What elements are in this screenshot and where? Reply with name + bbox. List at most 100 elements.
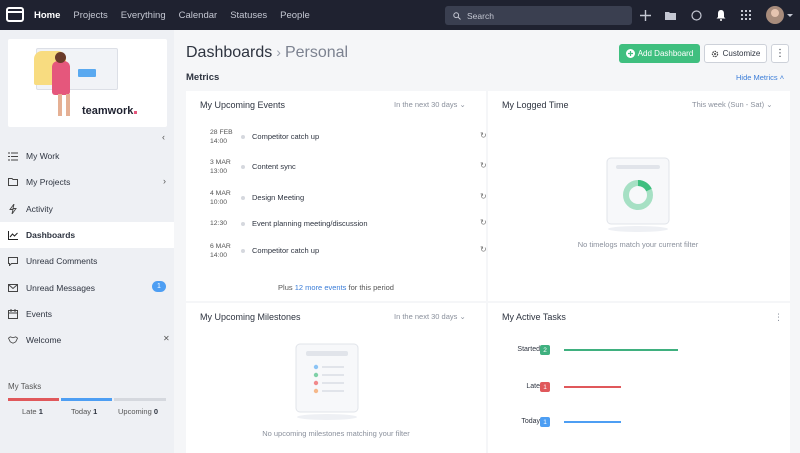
nav-people[interactable]: People xyxy=(280,9,310,21)
list-item[interactable]: 4 MAR 10:00 Design Meeting ↻ xyxy=(210,190,487,206)
nav-calendar[interactable]: Calendar xyxy=(178,9,218,21)
upcoming-progress-bar xyxy=(114,398,166,401)
sidebar-item-label: Events xyxy=(26,308,52,319)
list-item[interactable]: 6 MAR 14:00 Competitor catch up ↻ xyxy=(210,243,487,259)
metrics-title: Metrics xyxy=(186,72,220,83)
bolt-icon xyxy=(8,203,18,214)
started-count-badge: 2 xyxy=(540,345,550,355)
calendar-icon xyxy=(8,308,18,319)
chevron-down-icon[interactable] xyxy=(787,14,793,17)
late-progress-bar xyxy=(8,398,59,401)
brand-logo: teamwork xyxy=(82,105,137,117)
kebab-icon: ⋮ xyxy=(775,48,785,59)
panel-title: My Upcoming Events xyxy=(200,100,286,110)
started-bar xyxy=(564,349,678,351)
sidebar: teamwork ‹ My Work My Projects › Activit… xyxy=(0,30,174,453)
repeat-icon: ↻ xyxy=(480,192,487,201)
panel-menu-icon[interactable]: ⋮ xyxy=(774,312,783,322)
folder-icon[interactable] xyxy=(663,8,677,22)
upcoming-milestones-panel: My Upcoming Milestones In the next 30 da… xyxy=(186,303,486,453)
late-count-badge: 1 xyxy=(540,382,550,392)
upcoming-events-panel: My Upcoming Events In the next 30 days ⌄… xyxy=(186,91,487,301)
empty-milestones-illustration xyxy=(295,343,359,420)
nav-projects[interactable]: Projects xyxy=(73,9,108,21)
nav-everything[interactable]: Everything xyxy=(120,9,166,21)
chevron-down-icon: ⌄ xyxy=(459,312,466,321)
repeat-icon: ↻ xyxy=(480,131,487,140)
nav-home[interactable]: Home xyxy=(34,9,61,21)
late-count[interactable]: Late 1 xyxy=(22,407,43,416)
envelope-icon xyxy=(8,283,18,293)
add-dashboard-button[interactable]: Add Dashboard xyxy=(619,44,700,63)
sidebar-item-label: Activity xyxy=(26,203,53,214)
logged-time-filter-dropdown[interactable]: This week (Sun - Sat) ⌄ xyxy=(692,100,773,109)
search-input[interactable] xyxy=(467,10,617,21)
chevron-right-icon[interactable]: › xyxy=(163,176,166,187)
sidebar-item-events[interactable]: Events xyxy=(0,301,174,327)
main-nav: Home Projects Everything Calendar Status… xyxy=(34,0,310,30)
sidebar-item-dashboards[interactable]: Dashboards xyxy=(0,221,174,249)
more-events-text: Plus 12 more events for this period xyxy=(278,283,394,292)
breadcrumb-current: Personal xyxy=(284,44,349,61)
close-icon[interactable]: ✕ xyxy=(163,334,170,344)
panel-title: My Logged Time xyxy=(502,100,569,110)
today-bar xyxy=(564,421,621,423)
user-avatar[interactable] xyxy=(766,6,784,24)
sidebar-item-label: Dashboards xyxy=(26,230,76,241)
chevron-down-icon: ⌄ xyxy=(459,100,466,109)
chevron-down-icon: ⌄ xyxy=(766,100,773,109)
apps-grid-icon[interactable] xyxy=(739,8,753,22)
comment-icon xyxy=(8,256,18,266)
today-count-badge: 1 xyxy=(540,417,550,427)
folder-icon xyxy=(8,177,18,187)
chat-icon[interactable] xyxy=(689,8,703,22)
my-work-icon xyxy=(8,151,18,161)
app-logo-icon[interactable] xyxy=(6,7,24,22)
more-options-button[interactable]: ⋮ xyxy=(771,44,789,63)
sidebar-menu: My Work My Projects › Activity Dashboard… xyxy=(0,143,174,353)
search-box[interactable] xyxy=(445,6,632,25)
list-item[interactable]: 28 FEB 14:00 Competitor catch up ↻ xyxy=(210,129,487,145)
sidebar-item-my-work[interactable]: My Work xyxy=(0,143,174,169)
hide-metrics-link[interactable]: Hide Metrics ˄ xyxy=(736,73,785,82)
breadcrumb-root[interactable]: Dashboards xyxy=(186,44,273,61)
sidebar-item-my-projects[interactable]: My Projects › xyxy=(0,169,174,195)
active-tasks-panel: My Active Tasks ⋮ Started 2 Late 1 Today… xyxy=(488,303,790,453)
my-tasks-title: My Tasks xyxy=(8,382,42,391)
sidebar-item-welcome[interactable]: Welcome ✕ xyxy=(0,327,174,353)
task-row-late[interactable]: Late 1 xyxy=(502,381,782,395)
empty-timelog-illustration xyxy=(606,157,670,232)
task-row-started[interactable]: Started 2 xyxy=(502,344,782,358)
task-row-today[interactable]: Today 1 xyxy=(502,416,782,430)
sidebar-item-label: Unread Comments xyxy=(26,256,98,267)
sidebar-item-unread-comments[interactable]: Unread Comments xyxy=(0,248,174,274)
repeat-icon: ↻ xyxy=(480,161,487,170)
teamwork-promo-illustration: teamwork xyxy=(8,39,167,127)
nav-statuses[interactable]: Statuses xyxy=(230,9,268,21)
sidebar-item-label: Welcome xyxy=(26,335,62,346)
bell-icon[interactable] xyxy=(714,8,728,22)
panel-title: My Upcoming Milestones xyxy=(200,312,301,322)
list-item[interactable]: 3 MAR 13:00 Content sync ↻ xyxy=(210,159,487,175)
sidebar-item-activity[interactable]: Activity xyxy=(0,196,174,222)
list-item[interactable]: 12:30 Event planning meeting/discussion … xyxy=(210,218,487,228)
search-icon xyxy=(453,11,461,20)
top-nav-bar: Home Projects Everything Calendar Status… xyxy=(0,0,800,30)
sidebar-item-label: My Projects xyxy=(26,177,71,188)
plus-circle-icon xyxy=(625,49,635,58)
breadcrumb: Dashboards › Personal xyxy=(186,44,348,62)
today-count[interactable]: Today 1 xyxy=(71,407,98,416)
plus-icon[interactable] xyxy=(638,8,652,22)
gear-icon xyxy=(711,50,718,57)
today-progress-bar xyxy=(61,398,112,401)
events-filter-dropdown[interactable]: In the next 30 days ⌄ xyxy=(394,100,466,109)
upcoming-count[interactable]: Upcoming 0 xyxy=(118,407,159,416)
milestones-filter-dropdown[interactable]: In the next 30 days ⌄ xyxy=(394,312,466,321)
more-events-link[interactable]: 12 more events xyxy=(294,283,347,292)
customize-button[interactable]: Customize xyxy=(704,44,767,63)
sidebar-item-label: Unread Messages xyxy=(26,282,95,293)
panel-title: My Active Tasks xyxy=(502,312,566,322)
collapse-sidebar-icon[interactable]: ‹ xyxy=(162,132,165,142)
sidebar-item-unread-messages[interactable]: Unread Messages 1 xyxy=(0,274,174,300)
dashboard-icon xyxy=(8,230,18,240)
